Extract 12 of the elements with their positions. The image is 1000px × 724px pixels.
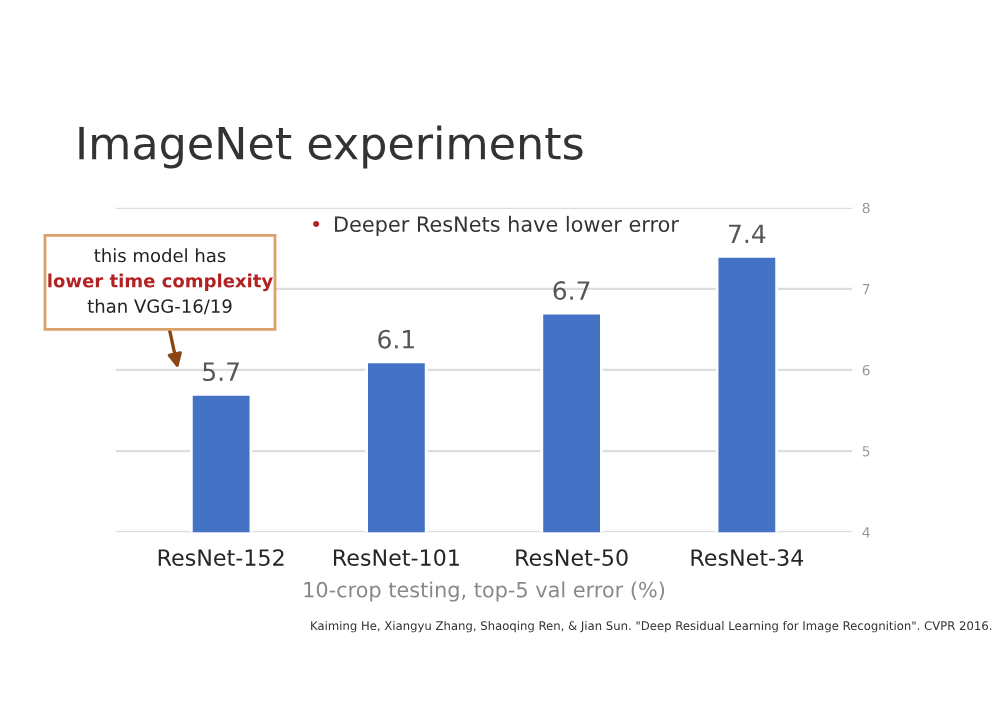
chart-title: ImageNet experiments xyxy=(79,125,583,169)
x-tick-label: ResNet-34 xyxy=(691,549,804,567)
data-label: 6.1 xyxy=(378,329,414,349)
data-label: 7.4 xyxy=(729,224,766,243)
annotation: this model has lower time complexity than VGG-16/19 xyxy=(48,248,273,315)
x-tick-label: ResNet-152 xyxy=(158,549,284,567)
data-label: 6.7 xyxy=(553,281,590,301)
x-axis-title: 10-crop testing, top-5 val error (%) xyxy=(304,581,665,602)
annotation: • Deeper ResNets have lower error xyxy=(313,215,679,237)
data-label: 5.7 xyxy=(203,362,239,382)
x-tick-label: ResNet-101 xyxy=(333,549,459,567)
x-tick-label: ResNet-50 xyxy=(516,549,628,567)
